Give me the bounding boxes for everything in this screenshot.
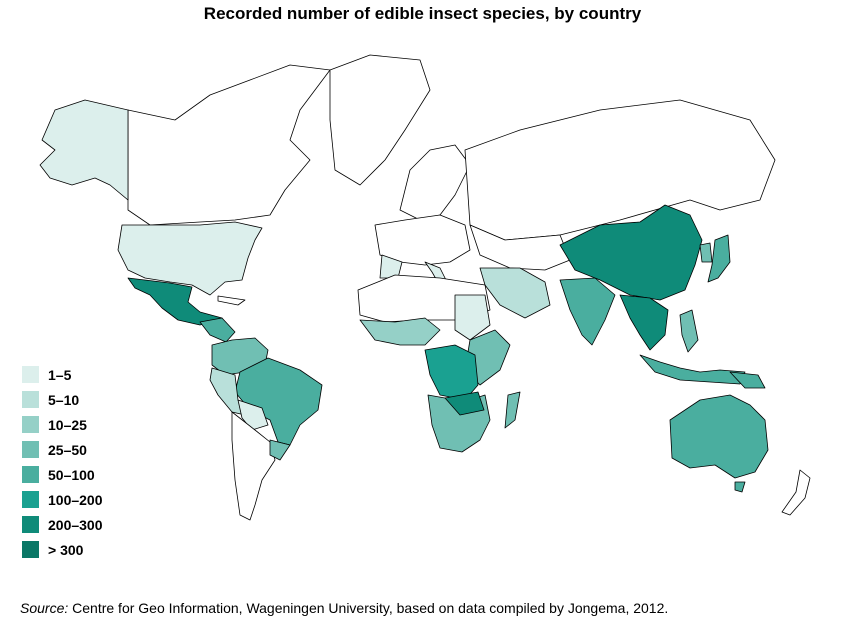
arabia xyxy=(479,267,551,319)
madagascar xyxy=(504,391,521,429)
thailand-indochina xyxy=(619,294,669,351)
sudan xyxy=(454,294,491,341)
legend-label: 25–50 xyxy=(48,441,87,458)
source-text: Centre for Geo Information, Wageningen U… xyxy=(68,600,669,616)
legend-label: 50–100 xyxy=(48,466,95,483)
legend-swatch xyxy=(22,491,39,508)
world-map xyxy=(39,54,811,521)
usa xyxy=(117,221,263,296)
legend-item: 5–10 xyxy=(22,387,103,412)
scandinavia xyxy=(399,144,471,221)
dr-congo xyxy=(424,344,479,401)
legend-swatch xyxy=(22,366,39,383)
legend: 1–5 5–10 10–25 25–50 50–100 100–200 200–… xyxy=(22,362,103,562)
tasmania xyxy=(734,481,746,493)
canada xyxy=(127,64,331,226)
argentina-chile xyxy=(231,411,276,521)
legend-swatch xyxy=(22,391,39,408)
zambia-zimbabwe xyxy=(444,391,485,416)
source-note: Source: Centre for Geo Information, Wage… xyxy=(20,600,668,616)
west-africa xyxy=(359,317,441,346)
korea xyxy=(699,242,713,263)
legend-swatch xyxy=(22,416,39,433)
legend-item: 200–300 xyxy=(22,512,103,537)
legend-item: 100–200 xyxy=(22,487,103,512)
legend-item: 10–25 xyxy=(22,412,103,437)
legend-item: > 300 xyxy=(22,537,103,562)
legend-item: 1–5 xyxy=(22,362,103,387)
russia xyxy=(464,99,776,241)
legend-label: 200–300 xyxy=(48,516,103,533)
philippines xyxy=(679,309,699,353)
indonesia xyxy=(639,354,746,385)
greenland xyxy=(329,54,431,186)
legend-label: 5–10 xyxy=(48,391,80,408)
alaska xyxy=(39,99,129,201)
legend-swatch xyxy=(22,466,39,483)
legend-label: 100–200 xyxy=(48,491,103,508)
legend-label: > 300 xyxy=(48,541,84,558)
central-asia xyxy=(469,224,571,271)
png xyxy=(729,371,766,389)
legend-swatch xyxy=(22,541,39,558)
cuba xyxy=(217,295,246,306)
bolivia xyxy=(237,399,269,431)
source-prefix: Source: xyxy=(20,600,69,616)
china xyxy=(559,204,703,301)
legend-item: 25–50 xyxy=(22,437,103,462)
australia xyxy=(669,394,769,479)
legend-swatch xyxy=(22,441,39,458)
new-zealand xyxy=(781,469,811,516)
india xyxy=(559,277,616,346)
central-america xyxy=(199,317,236,343)
peru xyxy=(209,367,246,416)
legend-swatch xyxy=(22,516,39,533)
map-title: Recorded number of edible insect species… xyxy=(203,4,642,23)
paraguay-uruguay xyxy=(269,439,291,461)
legend-label: 10–25 xyxy=(48,416,87,433)
japan xyxy=(707,234,731,283)
legend-label: 1–5 xyxy=(48,366,72,383)
legend-item: 50–100 xyxy=(22,462,103,487)
